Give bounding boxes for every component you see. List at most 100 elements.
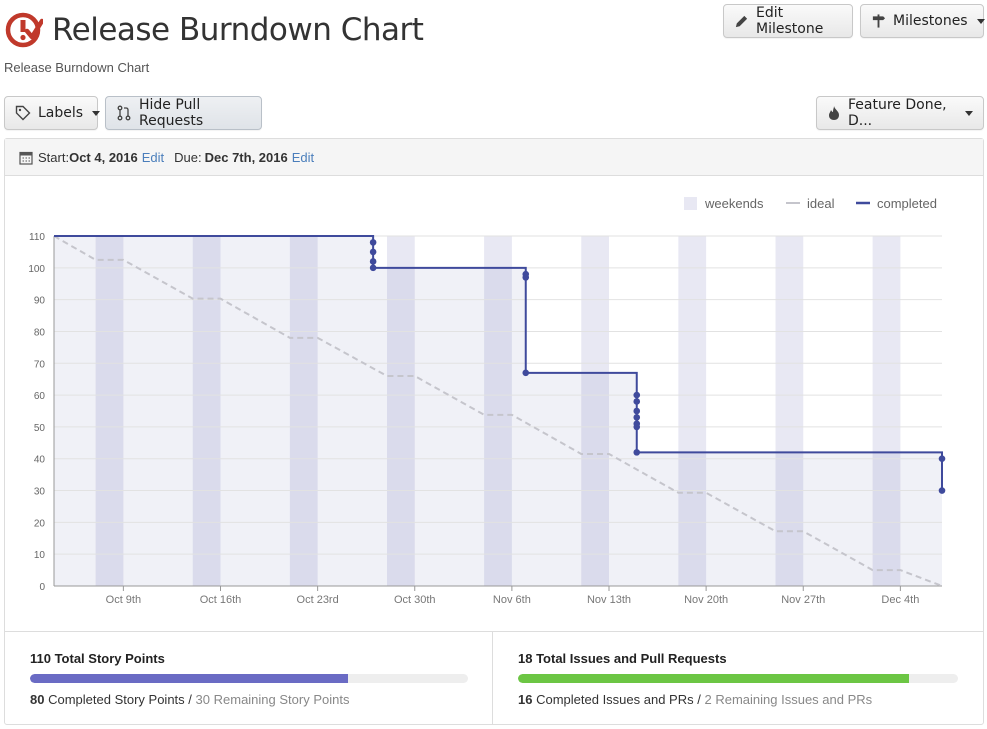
edit-milestone-label: Edit Milestone (756, 5, 824, 37)
y-tick-label: 0 (39, 582, 45, 593)
completed-story-points-value: 80 (30, 692, 45, 707)
completed-point (369, 264, 377, 272)
story-points-progress (30, 674, 468, 683)
completed-issues-label: Completed Issues and PRs (536, 692, 694, 707)
page-title: Release Burndown Chart (52, 12, 424, 48)
y-tick-label: 110 (29, 232, 45, 243)
labels-label: Labels (38, 105, 84, 121)
hide-pull-requests-toggle[interactable]: Hide Pull Requests (105, 96, 262, 130)
completed-point (633, 414, 641, 421)
issues-summary: 16 Completed Issues and PRs / 2 Remainin… (518, 692, 872, 707)
y-tick-label: 40 (34, 455, 46, 466)
issues-progress (518, 674, 958, 683)
pull-request-icon (117, 105, 131, 121)
issues-progress-fill (518, 674, 910, 683)
flame-icon (829, 106, 839, 120)
milestones-label: Milestones (893, 13, 968, 29)
issues-title: 18 Total Issues and Pull Requests (518, 651, 727, 666)
weekend-band (289, 236, 318, 586)
milestones-dropdown[interactable]: Milestones (860, 4, 985, 38)
start-label: Start: (38, 149, 70, 165)
weekend-band (872, 236, 901, 586)
chart-legend: weekends ideal completed (684, 196, 937, 211)
x-tick-label: Oct 23rd (297, 594, 339, 606)
completed-point (938, 487, 946, 494)
x-tick-label: Nov 13th (587, 594, 631, 606)
calendar-icon (19, 151, 33, 165)
y-tick-label: 30 (34, 487, 46, 498)
stats-section: 110 Total Story Points 80 Completed Stor… (4, 631, 984, 725)
completed-point (633, 398, 641, 405)
story-points-separator: / (188, 692, 192, 707)
completed-point (633, 407, 641, 415)
legend-weekends-label: weekends (704, 196, 764, 211)
completed-issues-value: 16 (518, 692, 533, 707)
edit-milestone-button[interactable]: Edit Milestone (723, 4, 853, 38)
y-tick-label: 70 (34, 359, 46, 370)
x-tick-label: Nov 20th (684, 594, 728, 606)
filter-dropdown[interactable]: Feature Done, D... (816, 96, 984, 130)
burndown-chart: 0 10 20 30 40 50 60 70 80 90 100 110 Oct 9th Oct 16th… (28, 196, 946, 606)
burndown-panel: Start: Oct 4, 2016 Edit Due: Dec 7th, 20… (4, 138, 984, 725)
x-tick-label: Oct 9th (106, 594, 141, 606)
chevron-down-icon (965, 110, 973, 116)
y-tick-label: 20 (34, 518, 46, 529)
x-tick-label: Oct 16th (200, 594, 242, 606)
y-tick-label: 60 (34, 391, 46, 402)
weekend-band (484, 236, 512, 586)
y-tick-label: 10 (34, 550, 46, 561)
completed-story-points-label: Completed Story Points (48, 692, 185, 707)
due-label: Due: (174, 149, 202, 165)
remaining-story-points: 30 Remaining Story Points (195, 692, 350, 707)
completed-point (369, 239, 377, 246)
pencil-icon (735, 15, 748, 27)
issues-separator: / (697, 692, 701, 707)
x-tick-label: Oct 30th (394, 594, 436, 606)
chevron-down-icon (92, 110, 101, 116)
weekend-band (678, 236, 707, 586)
edit-due-link[interactable]: Edit (291, 149, 315, 165)
x-tick-label: Dec 4th (881, 594, 919, 606)
y-tick-label: 80 (34, 327, 46, 338)
brand-logo-icon (5, 12, 43, 48)
completed-point (938, 455, 946, 463)
legend-weekends-swatch (684, 197, 697, 210)
start-date: Oct 4, 2016 (69, 149, 138, 165)
filter-label: Feature Done, D... (848, 97, 947, 129)
issues-stat: 18 Total Issues and Pull Requests 16 Com… (493, 632, 984, 725)
story-points-progress-fill (30, 674, 349, 683)
weekend-band (387, 236, 415, 586)
completed-point (633, 449, 641, 456)
story-points-summary: 80 Completed Story Points / 30 Remaining… (30, 692, 349, 707)
hide-pull-requests-label: Hide Pull Requests (139, 97, 204, 129)
x-tick-label: Nov 6th (493, 594, 531, 606)
edit-start-link[interactable]: Edit (141, 149, 165, 165)
ideal-line (53, 235, 943, 587)
y-tick-label: 50 (34, 423, 46, 434)
completed-point (633, 423, 641, 431)
completed-point (369, 248, 377, 256)
story-points-title: 110 Total Story Points (30, 651, 165, 666)
due-date: Dec 7th, 2016 (204, 149, 288, 165)
x-tick-label: Nov 27th (781, 594, 825, 606)
weekend-band (775, 236, 804, 586)
completed-point (522, 369, 530, 377)
legend-completed-label: completed (877, 196, 937, 211)
y-tick-label: 90 (34, 296, 46, 307)
completed-point (369, 258, 377, 265)
weekend-band (192, 236, 221, 586)
legend-ideal-label: ideal (807, 196, 835, 211)
tag-icon (15, 105, 31, 121)
chevron-down-icon (976, 18, 985, 24)
page-subtitle: Release Burndown Chart (4, 60, 150, 75)
y-tick-label: 100 (28, 264, 45, 275)
story-points-stat: 110 Total Story Points 80 Completed Stor… (4, 632, 493, 725)
signpost-icon (872, 14, 886, 28)
completed-point (522, 274, 530, 281)
labels-dropdown[interactable]: Labels (4, 96, 101, 130)
completed-area (54, 236, 942, 586)
weekend-band (581, 236, 609, 586)
weekend-band (95, 236, 124, 586)
milestone-dates-bar: Start: Oct 4, 2016 Edit Due: Dec 7th, 20… (5, 139, 983, 176)
completed-point (633, 391, 641, 399)
